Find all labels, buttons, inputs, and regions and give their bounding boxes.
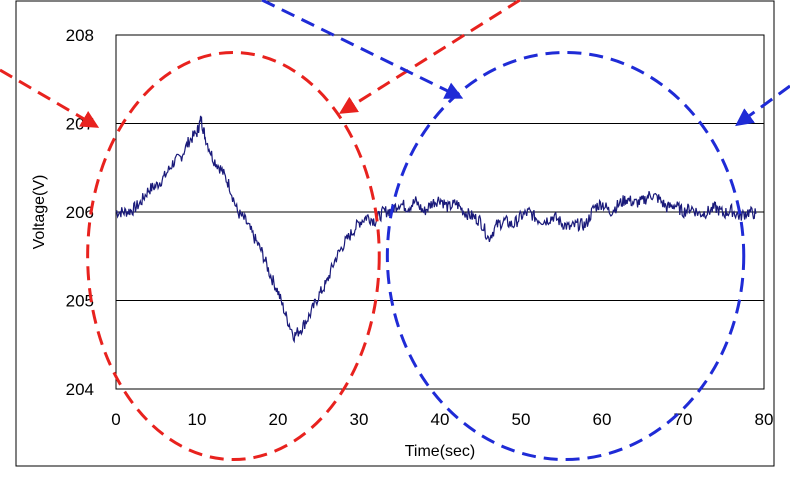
dashed-arrow-2: [261, 0, 464, 99]
x-tick-10: 10: [188, 410, 207, 429]
x-tick-20: 20: [269, 410, 288, 429]
dashed-ellipse-0: [86, 50, 381, 462]
dashed-arrow-3: [735, 84, 790, 127]
y-tick-205: 205: [66, 292, 94, 311]
x-tick-0: 0: [111, 410, 120, 429]
y-tick-206: 206: [66, 203, 94, 222]
x-tick-40: 40: [431, 410, 450, 429]
x-axis-label: Time(sec): [405, 443, 476, 460]
dashed-arrow-1: [338, 0, 521, 114]
dashed-ellipse-1: [385, 50, 746, 462]
y-tick-204: 204: [66, 380, 94, 399]
annotation-layer: [0, 0, 790, 462]
gridlines: [116, 123, 764, 301]
x-tick-50: 50: [512, 410, 531, 429]
y-tick-208: 208: [66, 26, 94, 45]
x-tick-70: 70: [674, 410, 693, 429]
series-line-0: [115, 115, 757, 344]
x-tick-80: 80: [755, 410, 774, 429]
x-tick-60: 60: [593, 410, 612, 429]
x-tick-30: 30: [350, 410, 369, 429]
y-axis-label: Voltage(V): [31, 175, 48, 250]
chart-frame: [15, 0, 775, 467]
series-layer: [115, 115, 757, 344]
dashed-arrow-0: [0, 68, 100, 128]
